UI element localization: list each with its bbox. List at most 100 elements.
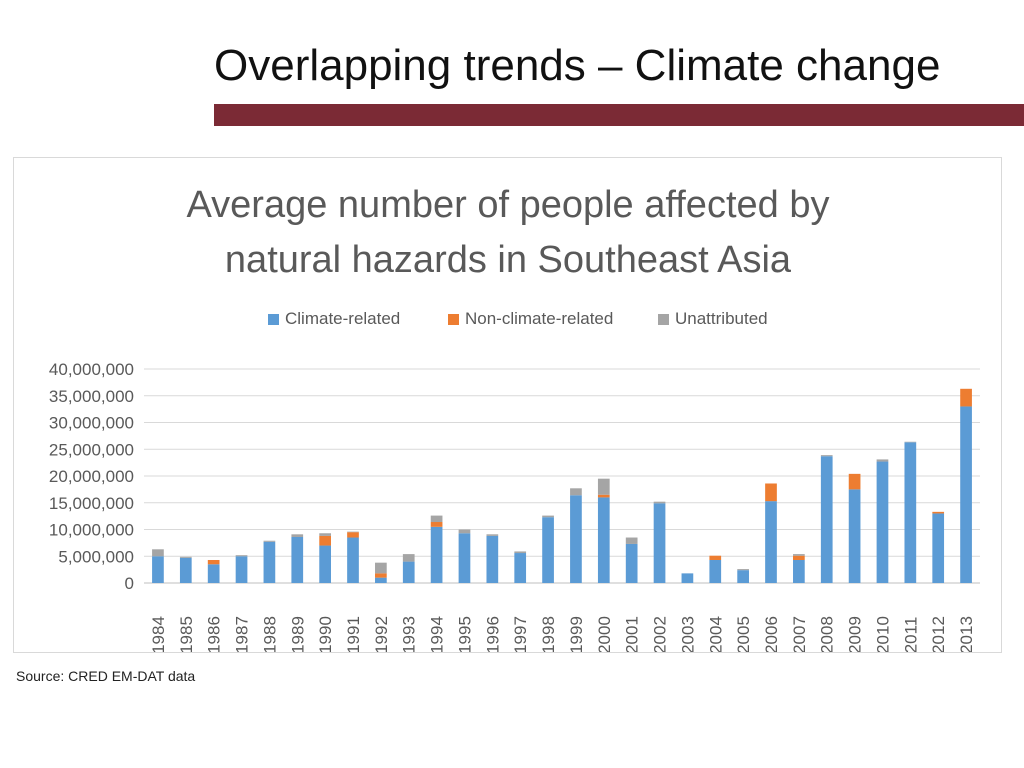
bar-segment <box>375 573 387 578</box>
bar-segment <box>597 497 610 583</box>
slide-title: Overlapping trends – Climate change <box>214 41 941 90</box>
legend-swatch <box>658 314 669 325</box>
x-tick-label: 1997 <box>511 616 530 652</box>
bar-segment <box>347 531 359 533</box>
x-tick-label: 2004 <box>706 616 725 652</box>
bar-segment <box>430 515 443 523</box>
bar-segment <box>458 533 471 583</box>
bar-segment <box>765 501 777 583</box>
x-tick-label: 2001 <box>623 616 642 652</box>
legend-swatch <box>268 314 279 325</box>
bar-segment <box>347 532 359 538</box>
bar-segment <box>904 442 917 583</box>
x-tick-label: 2005 <box>734 616 753 652</box>
bar-segment <box>430 522 443 527</box>
bar-segment <box>263 541 276 583</box>
x-tick-label: 1995 <box>455 616 474 652</box>
x-tick-label: 2006 <box>762 616 781 652</box>
x-tick-label: 1990 <box>316 616 335 652</box>
x-tick-label: 2008 <box>818 616 837 652</box>
bar-segment <box>430 526 443 583</box>
x-tick-label: 1996 <box>483 616 502 652</box>
bar-segment <box>793 555 805 560</box>
y-tick-label: 0 <box>125 574 134 593</box>
bar-segment <box>319 535 331 546</box>
bar-segment <box>486 534 499 536</box>
bar-segment <box>653 501 666 504</box>
bar-segment <box>152 549 164 557</box>
legend-label: Non-climate-related <box>465 309 613 328</box>
bar-segment <box>514 553 527 583</box>
bar-segment <box>681 573 694 583</box>
bar-segment <box>486 535 499 583</box>
x-tick-label: 1989 <box>288 616 307 652</box>
y-tick-label: 25,000,000 <box>49 440 134 459</box>
chart-title-line: Average number of people affected by <box>187 184 830 226</box>
bar-segment <box>570 495 582 583</box>
bar-segment <box>207 559 220 565</box>
legend-label: Climate-related <box>285 309 400 328</box>
chart-svg: Average number of people affected by natu… <box>49 184 980 652</box>
legend-label: Unattributed <box>675 309 768 328</box>
bar-segment <box>820 456 833 583</box>
x-tick-label: 2002 <box>651 616 670 652</box>
x-tick-label: 2007 <box>790 616 809 652</box>
legend-swatch <box>448 314 459 325</box>
bar-segment <box>597 494 610 498</box>
y-tick-label: 40,000,000 <box>49 360 134 379</box>
bar-segment <box>765 483 777 502</box>
x-tick-label: 1991 <box>344 616 363 652</box>
bar-segment <box>709 559 722 583</box>
x-tick-label: 1998 <box>539 616 558 652</box>
x-tick-label: 2013 <box>957 616 976 652</box>
y-tick-label: 5,000,000 <box>58 547 134 566</box>
x-tick-label: 2012 <box>929 616 948 652</box>
bar-segment <box>179 556 192 558</box>
bar-segment <box>542 517 554 583</box>
bar-segment <box>904 441 917 443</box>
x-tick-label: 2009 <box>846 616 865 652</box>
bar-segment <box>402 561 415 583</box>
bar-segment <box>960 406 972 583</box>
x-tick-label: 1986 <box>205 616 224 652</box>
bar-segment <box>848 473 861 490</box>
bar-segment <box>291 534 304 537</box>
x-tick-label: 2000 <box>595 616 614 652</box>
bar-segment <box>152 556 164 583</box>
y-tick-label: 30,000,000 <box>49 414 134 433</box>
y-tick-label: 10,000,000 <box>49 521 134 540</box>
bar-segment <box>932 511 945 514</box>
chart-frame: Average number of people affected by natu… <box>13 157 1002 653</box>
bar-segment <box>737 570 749 583</box>
bar-segment <box>848 489 861 583</box>
bar-segment <box>402 554 415 562</box>
bar-segment <box>737 569 749 571</box>
bar-segment <box>793 554 805 556</box>
x-tick-label: 1984 <box>149 616 168 652</box>
bar-segment <box>263 540 276 542</box>
bar-segment <box>597 478 610 495</box>
bar-segment <box>653 503 666 583</box>
y-tick-label: 20,000,000 <box>49 467 134 486</box>
bar-segment <box>820 455 833 457</box>
bar-segment <box>876 459 889 462</box>
chart-title-line: natural hazards in Southeast Asia <box>225 239 792 281</box>
bar-segment <box>932 513 945 583</box>
x-tick-label: 1988 <box>260 616 279 652</box>
bar-segment <box>960 388 972 407</box>
title-accent-bar <box>214 104 1024 126</box>
x-tick-label: 2011 <box>901 617 920 652</box>
bar-segment <box>319 545 331 583</box>
bar-segment <box>709 555 722 560</box>
x-tick-label: 1987 <box>233 616 252 652</box>
bar-segment <box>235 556 248 583</box>
bar-segment <box>793 559 805 583</box>
bar-segment <box>375 577 387 583</box>
y-tick-label: 35,000,000 <box>49 387 134 406</box>
bar-segment <box>625 543 638 583</box>
bar-segment <box>235 555 248 557</box>
x-tick-label: 1999 <box>567 616 586 652</box>
bar-segment <box>570 488 582 496</box>
x-tick-label: 1992 <box>372 616 391 652</box>
bar-segment <box>625 537 638 544</box>
